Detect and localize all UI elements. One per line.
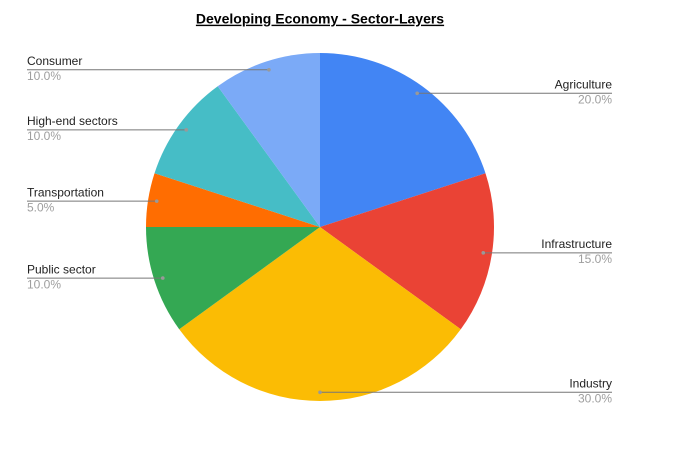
slice-label: High-end sectors xyxy=(27,114,118,128)
pie-slice xyxy=(320,173,494,330)
pie-slice xyxy=(217,53,320,227)
leader-dot xyxy=(160,276,165,280)
pie-slice xyxy=(154,86,320,227)
leader-dot xyxy=(318,390,322,395)
slice-label: Transportation xyxy=(27,185,104,199)
slice-value-label: 10.0% xyxy=(27,69,61,83)
slice-label: Infrastructure xyxy=(541,237,612,251)
slice-value-label: 10.0% xyxy=(27,129,61,143)
slice-label: Agriculture xyxy=(555,77,613,91)
slice-value-label: 30.0% xyxy=(578,391,612,405)
pie-slice xyxy=(146,227,320,330)
chart-title: Developing Economy - Sector-Layers xyxy=(196,11,444,27)
slice-value-label: 15.0% xyxy=(578,252,612,266)
slice-label: Consumer xyxy=(27,54,82,68)
leader-dot xyxy=(184,128,189,132)
leader-dot xyxy=(267,67,271,72)
pie-slice xyxy=(146,173,320,227)
slice-value-label: 20.0% xyxy=(578,92,612,106)
pie-slice xyxy=(320,53,486,227)
pie-slice xyxy=(179,227,461,401)
slice-value-label: 5.0% xyxy=(27,200,55,214)
slice-value-label: 10.0% xyxy=(27,277,61,291)
leader-dot xyxy=(481,251,486,255)
leader-dot xyxy=(154,199,159,203)
slice-label: Public sector xyxy=(27,262,96,276)
leader-dot xyxy=(415,91,419,96)
slice-label: Industry xyxy=(569,376,612,390)
